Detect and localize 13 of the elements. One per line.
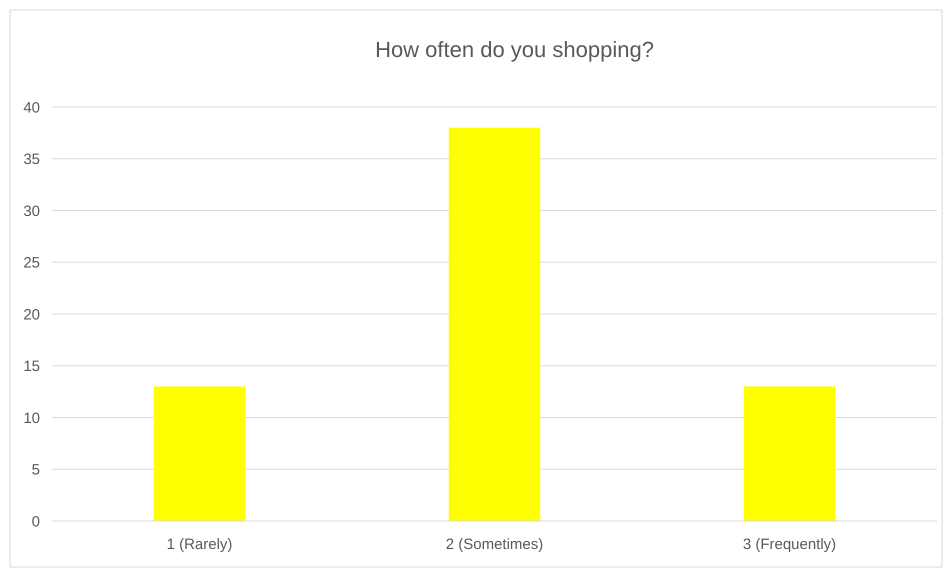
x-tick-label: 2 (Sometimes) [446,536,544,553]
y-tick-label: 30 [23,202,40,220]
x-tick-label: 1 (Rarely) [166,536,232,553]
y-tick-label: 20 [23,306,40,324]
y-tick-label: 15 [23,358,40,375]
chart-title: How often do you shopping? [375,37,654,62]
y-tick-label: 0 [32,513,40,530]
y-tick-label: 40 [23,99,40,116]
y-tick-label: 25 [23,254,40,272]
y-tick-label: 35 [23,151,40,168]
y-tick-label: 10 [23,410,40,427]
y-tick-label: 5 [32,462,40,478]
x-tick-label: 3 (Frequently) [742,536,836,553]
